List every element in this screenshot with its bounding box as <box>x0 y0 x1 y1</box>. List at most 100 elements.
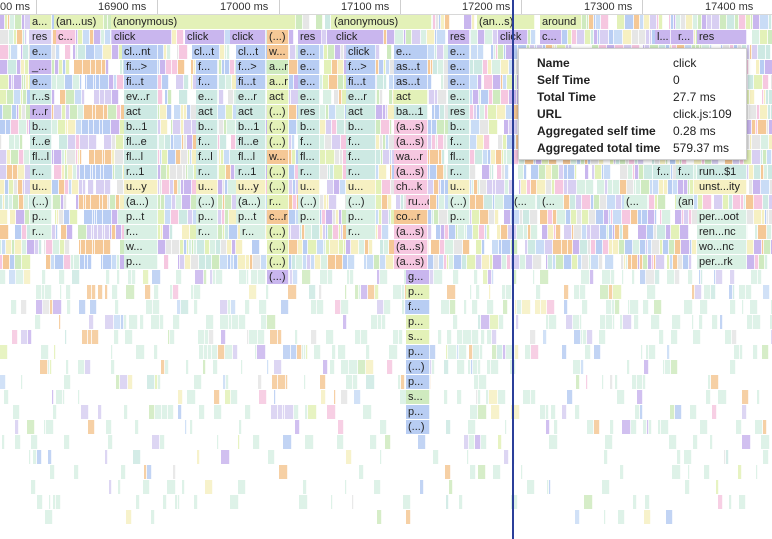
flame-sliver[interactable] <box>25 30 27 44</box>
flame-sliver[interactable] <box>492 345 497 359</box>
flame-sliver[interactable] <box>170 330 175 344</box>
flame-sliver[interactable] <box>295 420 300 434</box>
flame-sliver[interactable] <box>620 180 627 194</box>
flame-sliver[interactable] <box>628 165 633 179</box>
flame-sliver[interactable] <box>420 480 424 494</box>
flame-sliver[interactable] <box>549 435 558 449</box>
flame-sliver[interactable] <box>51 120 58 134</box>
flame-sliver[interactable] <box>85 75 87 89</box>
flame-sliver[interactable] <box>302 225 305 239</box>
flame-sliver[interactable] <box>439 150 442 164</box>
flame-sliver[interactable] <box>402 285 405 299</box>
flame-sliver[interactable] <box>143 480 150 494</box>
flame-sliver[interactable] <box>640 255 643 269</box>
flame-sliver[interactable] <box>767 150 772 164</box>
flame-sliver[interactable] <box>96 180 105 194</box>
flame-sliver[interactable] <box>341 360 349 374</box>
flame-sliver[interactable] <box>457 360 465 374</box>
flame-sliver[interactable] <box>540 210 548 224</box>
flame-sliver[interactable] <box>434 255 439 269</box>
flame-frame[interactable]: s... <box>406 390 430 404</box>
flame-sliver[interactable] <box>340 150 343 164</box>
flame-sliver[interactable] <box>638 225 647 239</box>
flame-sliver[interactable] <box>77 165 80 179</box>
flame-sliver[interactable] <box>640 240 646 254</box>
flame-sliver[interactable] <box>341 300 349 314</box>
flame-sliver[interactable] <box>23 45 29 59</box>
flame-sliver[interactable] <box>227 240 232 254</box>
flame-sliver[interactable] <box>762 90 764 104</box>
flame-frame[interactable]: fi...t <box>124 75 158 89</box>
flame-sliver[interactable] <box>25 210 30 224</box>
flame-sliver[interactable] <box>307 255 311 269</box>
flame-frame[interactable]: b... <box>448 120 470 134</box>
flame-sliver[interactable] <box>87 75 94 89</box>
flame-sliver[interactable] <box>219 165 226 179</box>
flame-sliver[interactable] <box>225 210 229 224</box>
flame-sliver[interactable] <box>427 240 429 254</box>
flame-sliver[interactable] <box>261 255 267 269</box>
flame-sliver[interactable] <box>693 195 698 209</box>
flame-frame[interactable]: r...1 <box>124 165 158 179</box>
flame-sliver[interactable] <box>574 225 582 239</box>
flame-sliver[interactable] <box>288 120 297 134</box>
flame-sliver[interactable] <box>707 15 712 29</box>
flame-sliver[interactable] <box>343 255 348 269</box>
flame-sliver[interactable] <box>740 345 743 359</box>
flame-sliver[interactable] <box>471 120 480 134</box>
flame-sliver[interactable] <box>36 300 43 314</box>
flame-sliver[interactable] <box>469 345 473 359</box>
flame-sliver[interactable] <box>546 315 549 329</box>
flame-sliver[interactable] <box>182 225 190 239</box>
flame-sliver[interactable] <box>563 195 570 209</box>
flame-sliver[interactable] <box>206 315 214 329</box>
flame-sliver[interactable] <box>602 480 610 494</box>
flame-frame[interactable]: w... <box>267 150 289 164</box>
flame-sliver[interactable] <box>380 270 388 284</box>
flame-frame[interactable]: (...) <box>267 135 289 149</box>
flame-sliver[interactable] <box>438 135 444 149</box>
flame-sliver[interactable] <box>659 15 663 29</box>
flame-sliver[interactable] <box>613 240 619 254</box>
flame-sliver[interactable] <box>105 90 112 104</box>
flame-sliver[interactable] <box>7 90 14 104</box>
flame-sliver[interactable] <box>346 240 351 254</box>
flame-sliver[interactable] <box>718 495 723 509</box>
flame-sliver[interactable] <box>470 465 476 479</box>
flame-frame[interactable]: click <box>334 30 384 44</box>
flame-sliver[interactable] <box>459 495 463 509</box>
flame-frame[interactable]: res <box>448 105 470 119</box>
flame-frame[interactable]: f... <box>346 150 376 164</box>
flame-sliver[interactable] <box>654 255 656 269</box>
flame-sliver[interactable] <box>671 330 678 344</box>
flame-sliver[interactable] <box>116 375 120 389</box>
flame-frame[interactable]: res <box>448 30 470 44</box>
flame-frame[interactable]: f... <box>676 165 694 179</box>
flame-sliver[interactable] <box>418 435 426 449</box>
flame-sliver[interactable] <box>165 90 168 104</box>
flame-sliver[interactable] <box>496 45 498 59</box>
flame-sliver[interactable] <box>497 165 502 179</box>
flame-sliver[interactable] <box>326 240 330 254</box>
flame-sliver[interactable] <box>600 195 607 209</box>
flame-sliver[interactable] <box>24 270 31 284</box>
flame-sliver[interactable] <box>194 285 201 299</box>
flame-frame[interactable]: act <box>196 105 218 119</box>
flame-sliver[interactable] <box>758 225 767 239</box>
flame-frame[interactable]: run...$1 <box>697 165 747 179</box>
flame-sliver[interactable] <box>90 300 97 314</box>
flame-sliver[interactable] <box>23 180 25 194</box>
flame-sliver[interactable] <box>345 480 347 494</box>
flame-sliver[interactable] <box>332 135 341 149</box>
flame-sliver[interactable] <box>217 75 219 89</box>
flame-sliver[interactable] <box>478 30 485 44</box>
flame-sliver[interactable] <box>377 510 382 524</box>
flame-sliver[interactable] <box>454 240 463 254</box>
flame-sliver[interactable] <box>503 75 507 89</box>
flame-sliver[interactable] <box>355 285 359 299</box>
flame-frame[interactable]: (...) <box>267 240 289 254</box>
flame-sliver[interactable] <box>647 225 654 239</box>
flame-sliver[interactable] <box>180 255 185 269</box>
flame-sliver[interactable] <box>472 180 474 194</box>
flame-sliver[interactable] <box>666 225 671 239</box>
